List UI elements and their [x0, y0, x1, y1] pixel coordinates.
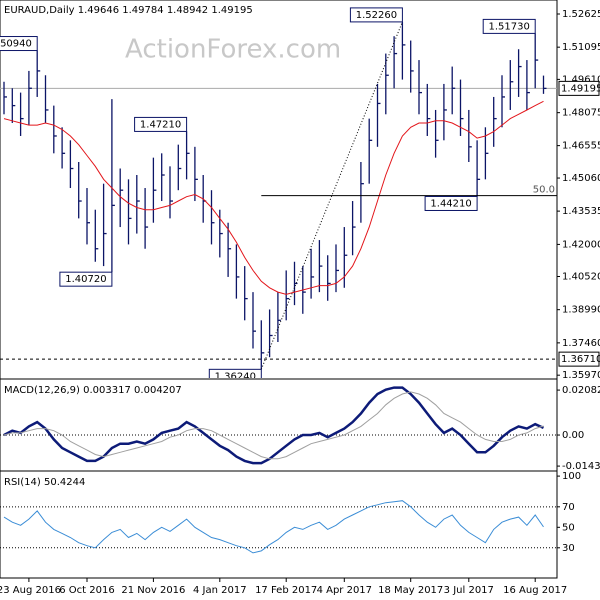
header-value: 1.49784 [122, 5, 163, 16]
annotation-box [349, 7, 403, 23]
title-text: MACD(12,26,9) [4, 385, 80, 396]
x-tick-label: 17 Feb 2017 [255, 585, 317, 596]
moving-average [3, 100, 544, 295]
annotation-label: 1.47210 [140, 119, 181, 130]
annotation-box [208, 368, 262, 378]
x-tick-label: 6 Oct 2016 [59, 585, 114, 596]
y-tick-label: 1.52625 [562, 9, 600, 20]
y-tick-label: -0.014386 [562, 461, 600, 472]
annotation-box [482, 18, 536, 34]
y-tick-label: 1.49610 [562, 74, 600, 85]
y-tick-label: 70 [562, 502, 575, 513]
annotation-box [424, 195, 478, 211]
header-value: 1.48942 [167, 5, 208, 16]
annotation-label: 1.51730 [489, 21, 530, 32]
y-tick-label: 30 [562, 543, 575, 554]
y-tick-label: 100 [562, 471, 581, 482]
header-value: 50.4244 [44, 477, 85, 488]
y-tick-label: 1.45060 [562, 173, 600, 184]
y-tick-label: 0.020827 [562, 385, 600, 396]
annotation-label: 1.40720 [65, 274, 106, 285]
current-price-label: 1.49195 [561, 83, 600, 94]
current-label-box [558, 80, 600, 96]
annotation-label: 1.44210 [430, 198, 471, 209]
header-value: 1.49195 [211, 5, 252, 16]
annotation-label: 1.36240 [215, 371, 256, 382]
panel-title: MACD(12,26,9) 0.003317 0.004207 [4, 385, 182, 396]
header-value: 0.003317 [83, 385, 131, 396]
x-tick-label: 21 Nov 2016 [121, 585, 185, 596]
panel-title: EURAUD,Daily 1.49646 1.49784 1.48942 1.4… [4, 5, 253, 16]
title-text: RSI(14) [4, 477, 41, 488]
x-tick-label: 23 Aug 2016 [0, 585, 61, 596]
watermark: ActionForex.com [125, 35, 341, 65]
support-label: 1.36710 [561, 354, 600, 365]
x-tick-label: 3 Jul 2017 [444, 585, 494, 596]
y-tick-label: 1.48075 [562, 108, 600, 119]
series-line [3, 391, 544, 460]
annotation-box [59, 271, 113, 287]
header-value: 1.49646 [78, 5, 119, 16]
y-tick-label: 1.35970 [562, 370, 600, 381]
y-tick-label: 1.51095 [562, 42, 600, 53]
support-label-box [558, 351, 600, 367]
annotation-label: 1.52260 [356, 10, 397, 21]
y-tick-label: 1.40520 [562, 272, 600, 283]
annotation-box [134, 116, 188, 132]
y-tick-label: 1.43535 [562, 206, 600, 217]
y-tick-label: 1.37460 [562, 338, 600, 349]
x-tick-label: 4 Apr 2017 [317, 585, 372, 596]
annotation-box [0, 36, 38, 52]
annotation-label: 1.50940 [0, 39, 32, 50]
x-tick-label: 18 May 2017 [378, 585, 443, 596]
title-text: EURAUD,Daily [4, 5, 75, 16]
series-line [3, 500, 544, 554]
fib-label: 50.0 [533, 185, 555, 196]
price-panel: ActionForex.com 50.0 1.50940 1.40720 1.47210… [0, 7, 557, 382]
frame [0, 0, 558, 579]
y-tick-label: 1.38990 [562, 305, 600, 316]
trendline [260, 21, 403, 370]
y-tick-label: 1.42000 [562, 239, 600, 250]
x-tick-label: 16 Aug 2017 [503, 585, 567, 596]
y-tick-label: 50 [562, 522, 575, 533]
y-tick-label: 1.46555 [562, 141, 600, 152]
x-tick-label: 4 Jan 2017 [193, 585, 247, 596]
y-tick-label: 0.00 [562, 430, 584, 441]
header-value: 0.004207 [134, 385, 182, 396]
series-line [3, 386, 545, 465]
panel-title: RSI(14) 50.4244 [4, 477, 85, 488]
